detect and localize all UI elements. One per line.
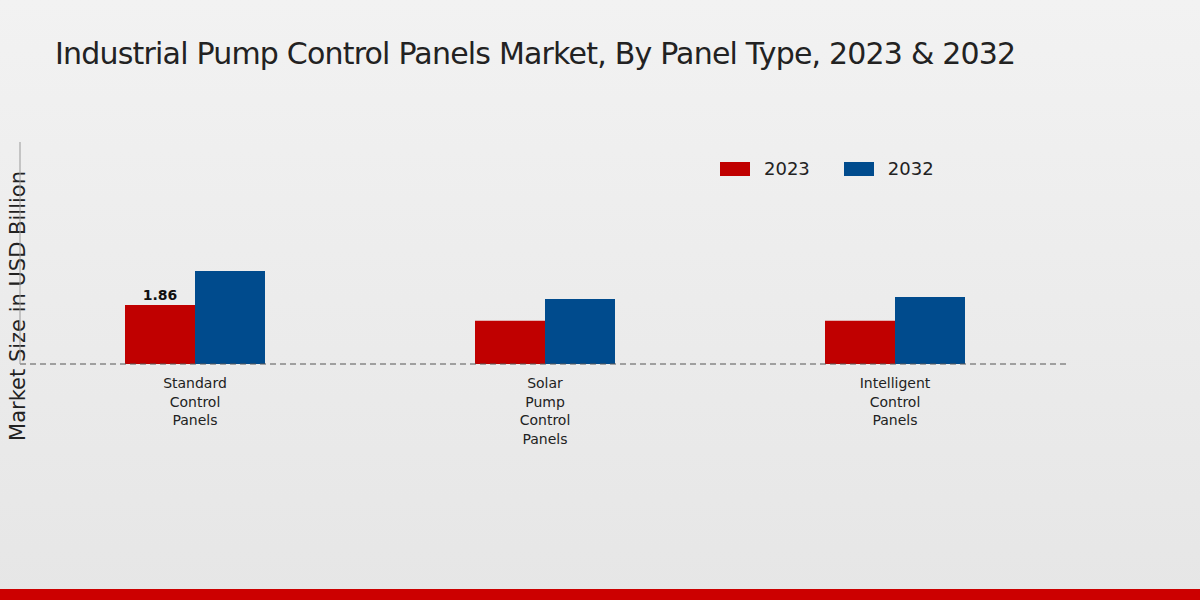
html-text:2023: 2023 [764,158,810,179]
html-text:Market Size in USD Billion: Market Size in USD Billion [6,171,30,441]
svg-text:1.86: 1.86 [143,287,178,303]
svg-text:IntelligentControlPanels: IntelligentControlPanels [860,375,931,428]
html-text:2032: 2032 [887,158,934,179]
html-text:Industrial Pump Control Panels: Industrial Pump Control Panels Market, B… [55,36,1016,71]
svg-text:StandardControlPanels: StandardControlPanels [163,375,227,428]
svg-text:SolarPumpControlPanels: SolarPumpControlPanels [520,375,571,447]
